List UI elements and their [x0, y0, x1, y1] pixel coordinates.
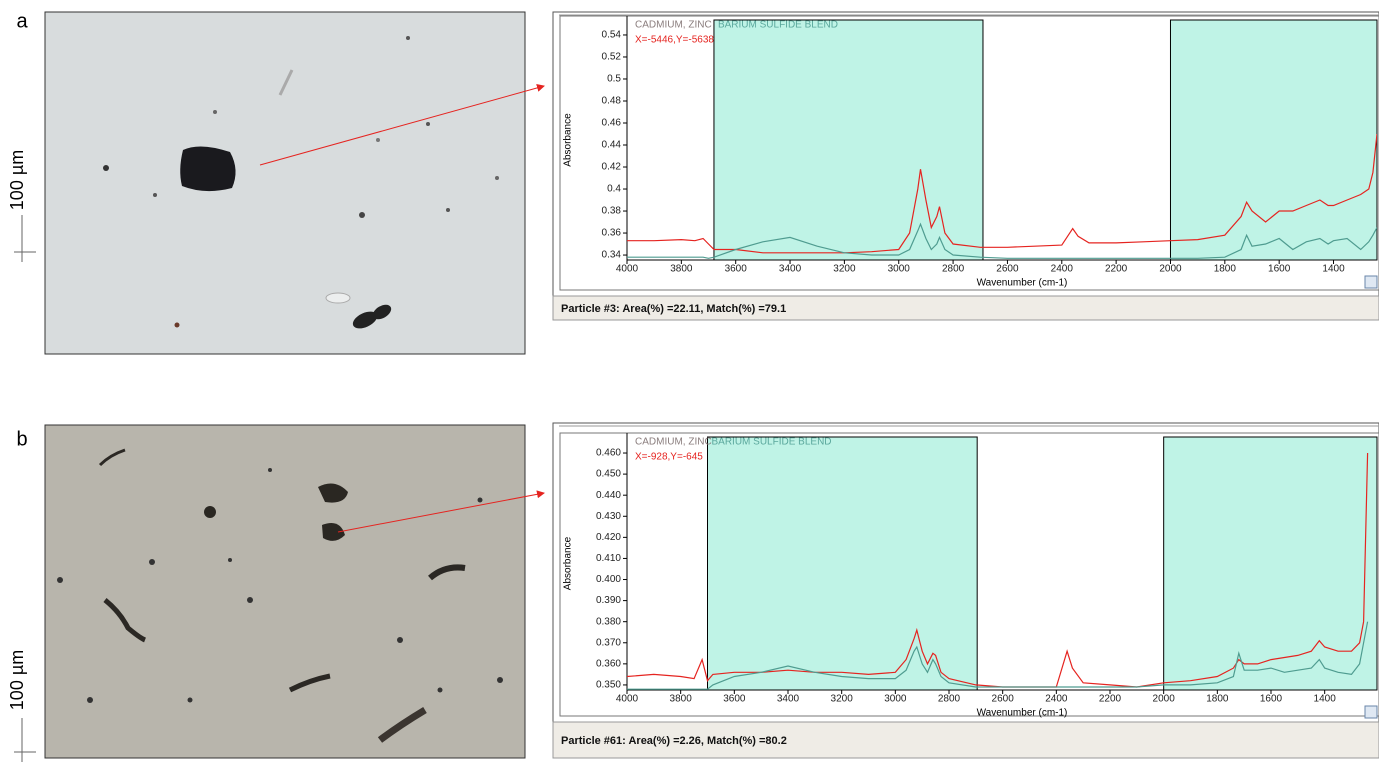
x-tick-label: 3400 — [779, 264, 802, 275]
y-tick-label: 0.380 — [596, 616, 621, 627]
y-tick-label: 0.430 — [596, 511, 621, 522]
micrograph-a — [45, 12, 525, 354]
y-axis-title: Absorbance — [563, 536, 574, 590]
x-tick-label: 1600 — [1260, 694, 1283, 705]
library-match: BARIUM SULFIDE BLEND — [712, 437, 832, 448]
status-text: Particle #61: Area(%) =2.26, Match(%) =8… — [561, 735, 787, 747]
x-tick-label: 4000 — [616, 694, 639, 705]
y-tick-label: 0.360 — [596, 658, 621, 669]
y-tick-label: 0.440 — [596, 490, 621, 501]
y-tick-label: 0.52 — [602, 52, 622, 63]
y-tick-label: 0.5 — [607, 74, 621, 85]
y-tick-label: 0.38 — [602, 206, 622, 217]
y-tick-label: 0.4 — [607, 184, 621, 195]
x-tick-label: 1400 — [1322, 264, 1345, 275]
y-tick-label: 0.450 — [596, 469, 621, 480]
x-tick-label: 2800 — [938, 694, 961, 705]
cursor-annotation: X=-928,Y=-645 — [635, 452, 703, 463]
shaded-region — [1170, 20, 1377, 260]
y-axis-title: Absorbance — [563, 113, 574, 167]
x-tick-label: 3000 — [888, 264, 911, 275]
x-axis-title: Wavenumber (cm-1) — [977, 708, 1068, 719]
panel-label: a — [16, 10, 28, 32]
library-match: CADMIUM, ZINC — [635, 20, 712, 31]
library-match: CADMIUM, ZINC — [635, 437, 712, 448]
y-tick-label: 0.36 — [602, 228, 622, 239]
x-tick-label: 2200 — [1105, 264, 1128, 275]
y-tick-label: 0.420 — [596, 532, 621, 543]
x-tick-label: 1800 — [1206, 694, 1229, 705]
y-tick-label: 0.42 — [602, 162, 622, 173]
x-tick-label: 2400 — [1045, 694, 1068, 705]
x-tick-label: 3200 — [833, 264, 856, 275]
library-match: BARIUM SULFIDE BLEND — [718, 20, 838, 31]
x-axis-title: Wavenumber (cm-1) — [977, 278, 1068, 289]
x-tick-label: 2000 — [1153, 694, 1176, 705]
x-tick-label: 2400 — [1051, 264, 1074, 275]
y-tick-label: 0.350 — [596, 680, 621, 691]
scroll-button — [1365, 276, 1377, 288]
x-tick-label: 4000 — [616, 264, 639, 275]
x-tick-label: 1800 — [1214, 264, 1237, 275]
shaded-region — [708, 437, 978, 690]
x-tick-label: 3400 — [777, 694, 800, 705]
x-tick-label: 2800 — [942, 264, 965, 275]
status-text: Particle #3: Area(%) =22.11, Match(%) =7… — [561, 303, 786, 315]
y-tick-label: 0.54 — [602, 30, 622, 41]
x-tick-label: 3600 — [723, 694, 746, 705]
micrograph-b — [45, 425, 525, 758]
y-tick-label: 0.370 — [596, 637, 621, 648]
y-tick-label: 0.46 — [602, 118, 622, 129]
x-tick-label: 3600 — [725, 264, 748, 275]
x-tick-label: 2600 — [996, 264, 1019, 275]
scale-label: 100 µm — [7, 150, 27, 210]
x-tick-label: 3800 — [670, 264, 693, 275]
x-tick-label: 1400 — [1314, 694, 1337, 705]
scale-bar — [14, 215, 36, 262]
y-tick-label: 0.48 — [602, 96, 622, 107]
scroll-button — [1365, 706, 1377, 718]
x-tick-label: 3000 — [884, 694, 907, 705]
x-tick-label: 2600 — [992, 694, 1015, 705]
cursor-annotation: X=-5446,Y=-5638 — [635, 35, 714, 46]
scale-label: 100 µm — [7, 650, 27, 710]
y-tick-label: 0.400 — [596, 574, 621, 585]
panel-label: b — [16, 428, 27, 450]
scale-bar — [14, 718, 36, 762]
y-tick-label: 0.460 — [596, 448, 621, 459]
x-tick-label: 1600 — [1268, 264, 1291, 275]
y-tick-label: 0.390 — [596, 595, 621, 606]
y-tick-label: 0.410 — [596, 553, 621, 564]
shaded-region — [1164, 437, 1377, 690]
y-tick-label: 0.34 — [602, 250, 622, 261]
x-tick-label: 3800 — [670, 694, 693, 705]
x-tick-label: 3200 — [831, 694, 854, 705]
figure: a 100 µm 0.34 0.36 0.38 0.4 0.42 0.44 0.46 0.48 0.… — [0, 0, 1379, 763]
x-tick-label: 2200 — [1099, 694, 1122, 705]
y-tick-label: 0.44 — [602, 140, 622, 151]
x-tick-label: 2000 — [1159, 264, 1182, 275]
